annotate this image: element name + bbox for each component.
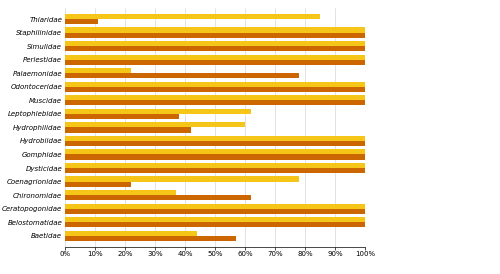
Bar bbox=[65, 231, 197, 236]
Bar bbox=[65, 33, 365, 38]
Bar bbox=[65, 73, 299, 78]
Bar bbox=[65, 82, 365, 87]
Bar bbox=[65, 14, 320, 19]
Bar bbox=[65, 55, 365, 60]
Bar bbox=[65, 127, 191, 133]
Bar bbox=[65, 204, 365, 209]
Bar bbox=[65, 41, 365, 46]
Bar bbox=[65, 222, 365, 227]
Bar bbox=[65, 95, 365, 100]
Bar bbox=[65, 141, 365, 146]
Bar bbox=[65, 236, 236, 241]
Bar bbox=[65, 114, 179, 119]
Bar bbox=[65, 168, 365, 173]
Bar bbox=[65, 195, 251, 200]
Bar bbox=[65, 217, 365, 222]
Bar bbox=[65, 155, 365, 160]
Bar bbox=[65, 60, 365, 65]
Bar bbox=[65, 100, 365, 105]
Bar bbox=[65, 190, 176, 195]
Bar bbox=[65, 176, 299, 182]
Bar bbox=[65, 68, 131, 73]
Bar bbox=[65, 163, 365, 168]
Bar bbox=[65, 19, 98, 24]
Bar bbox=[65, 122, 245, 127]
Bar bbox=[65, 46, 365, 51]
Bar bbox=[65, 182, 131, 187]
Bar bbox=[65, 209, 365, 214]
Bar bbox=[65, 87, 365, 92]
Bar bbox=[65, 149, 365, 155]
Bar bbox=[65, 136, 365, 141]
Bar bbox=[65, 27, 365, 33]
Bar bbox=[65, 109, 251, 114]
